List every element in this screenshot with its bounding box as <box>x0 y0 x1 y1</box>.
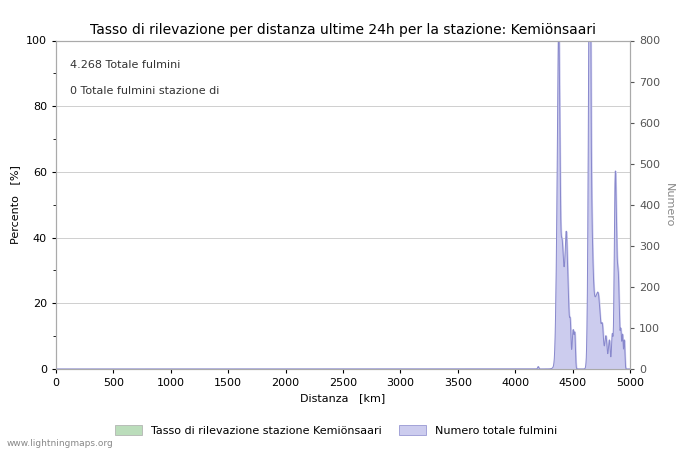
Y-axis label: Numero: Numero <box>664 183 674 227</box>
X-axis label: Distanza   [km]: Distanza [km] <box>300 394 386 404</box>
Text: www.lightningmaps.org: www.lightningmaps.org <box>7 439 113 448</box>
Title: Tasso di rilevazione per distanza ultime 24h per la stazione: Kemiönsaari: Tasso di rilevazione per distanza ultime… <box>90 22 596 36</box>
Text: 0 Totale fulmini stazione di: 0 Totale fulmini stazione di <box>70 86 220 96</box>
Text: 4.268 Totale fulmini: 4.268 Totale fulmini <box>70 60 181 70</box>
Y-axis label: Percento   [%]: Percento [%] <box>10 165 20 244</box>
Legend: Tasso di rilevazione stazione Kemiönsaari, Numero totale fulmini: Tasso di rilevazione stazione Kemiönsaar… <box>110 420 562 440</box>
